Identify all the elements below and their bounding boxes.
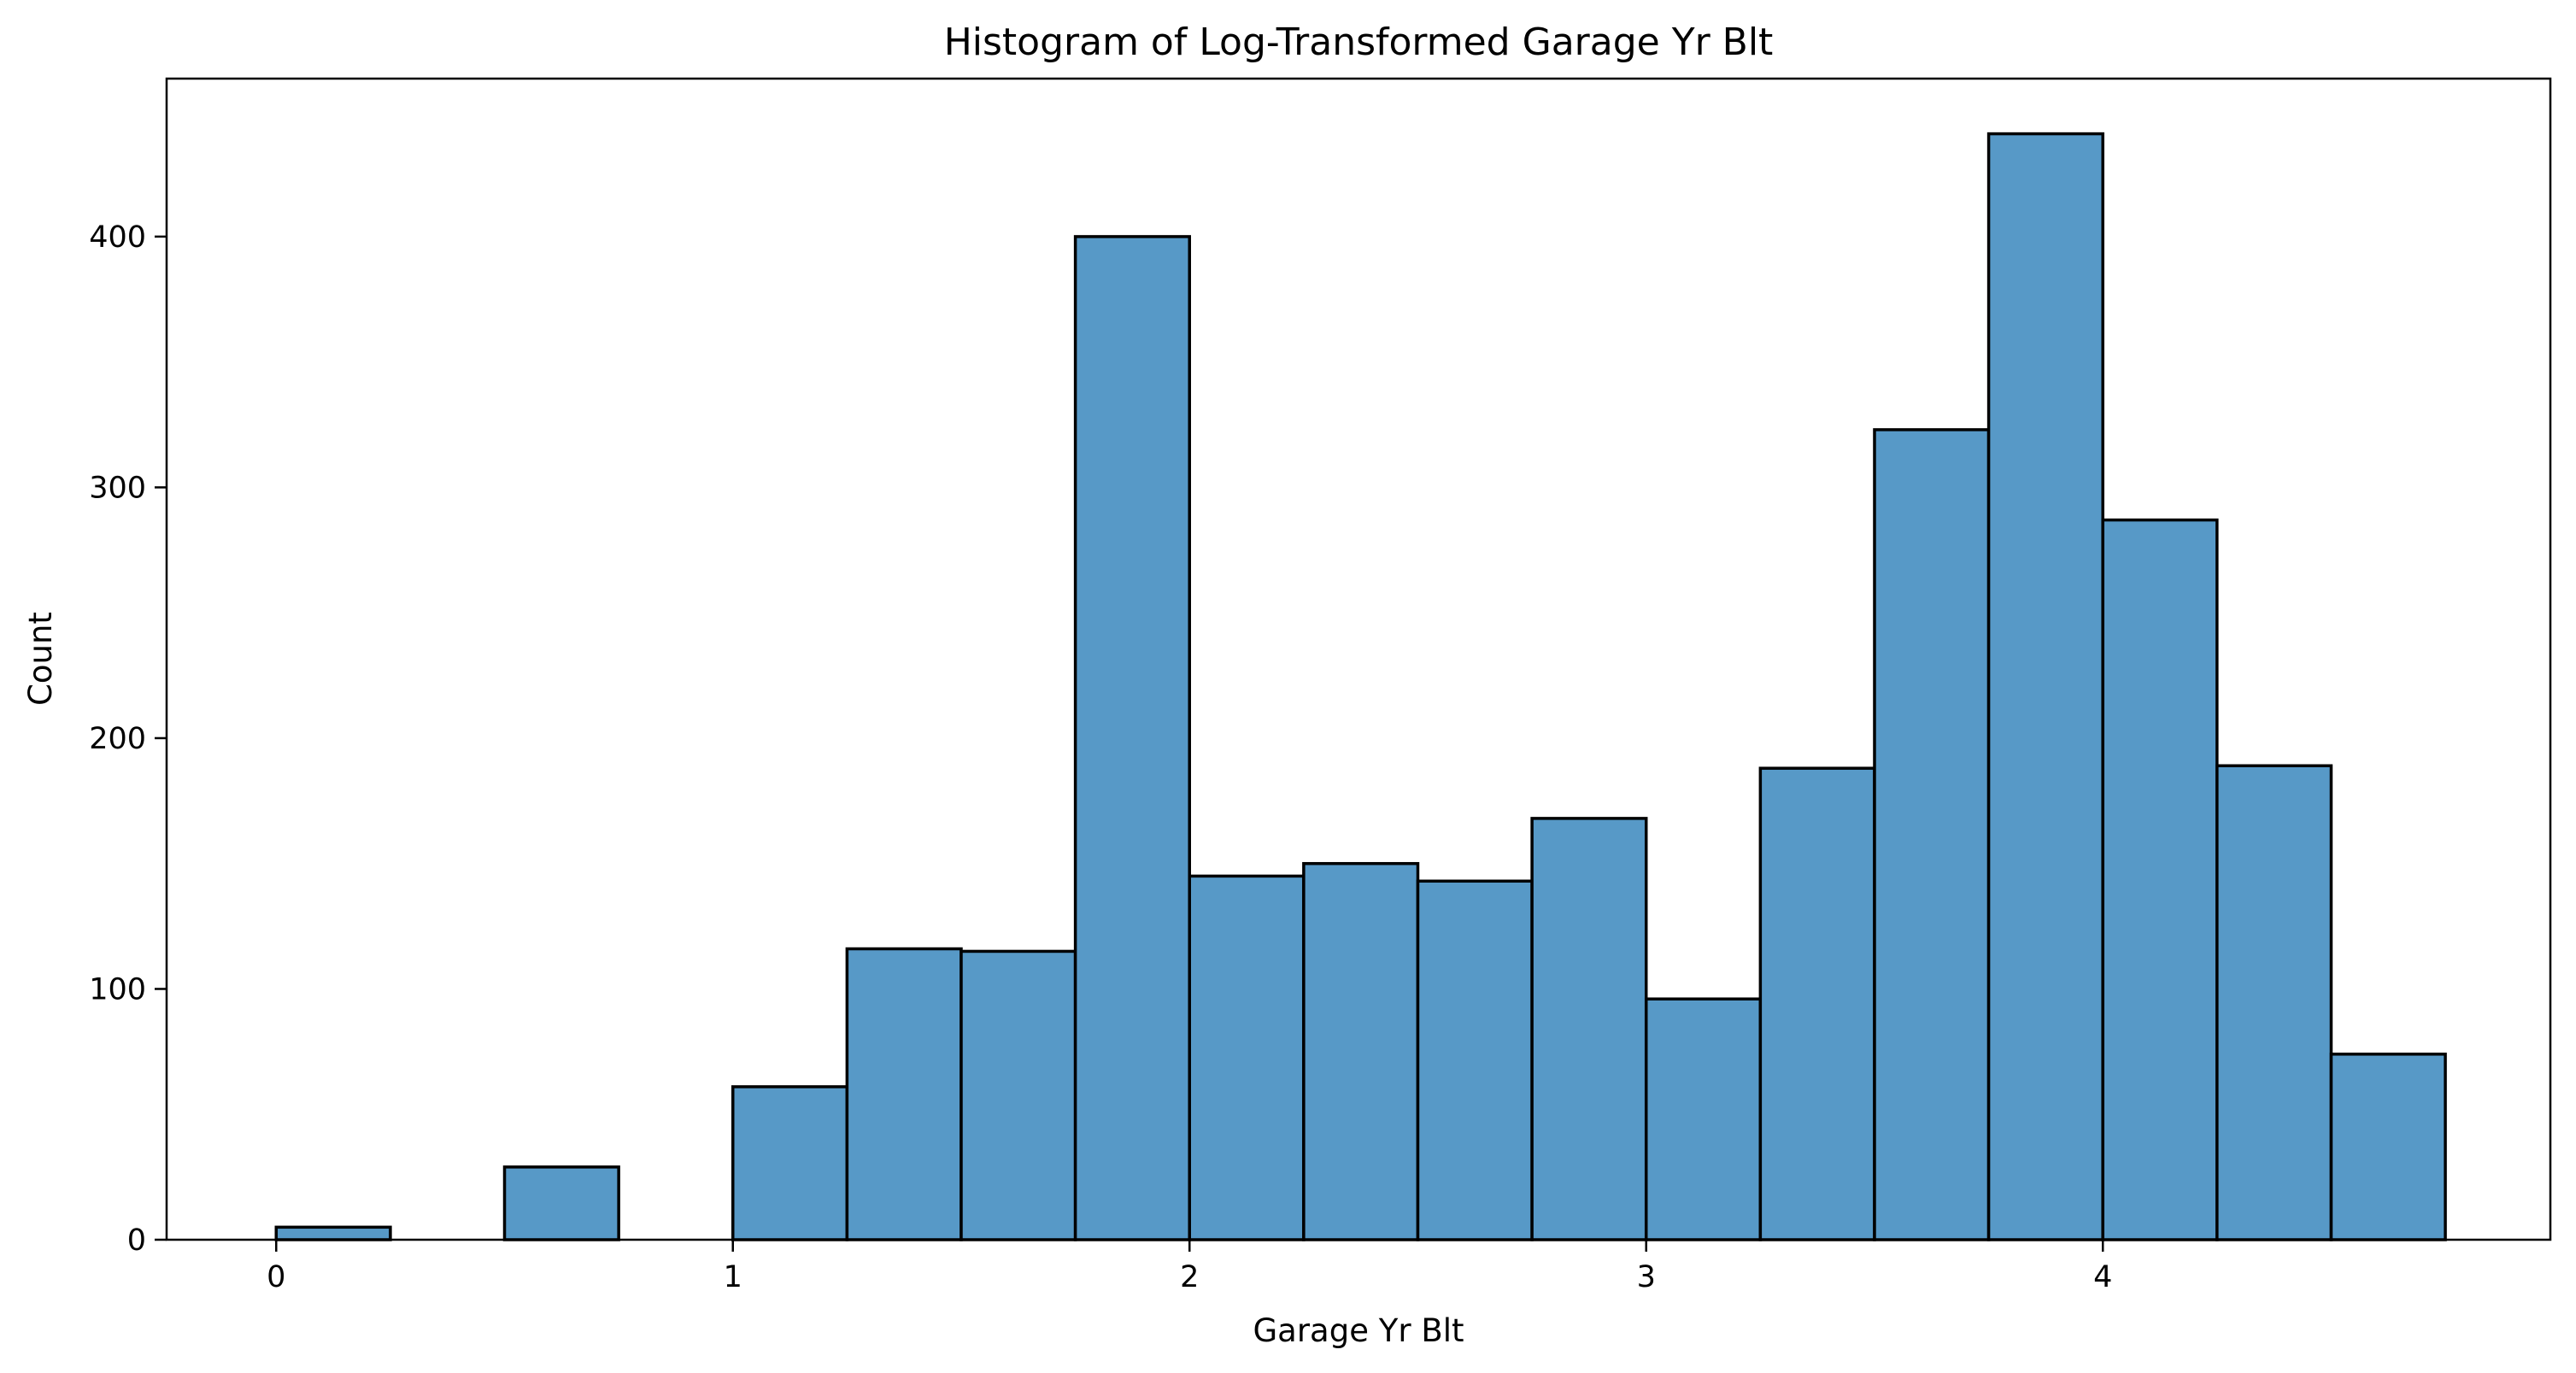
histogram-bar xyxy=(1073,235,1191,1241)
y-axis: 0 100 200 300 400 xyxy=(89,220,167,1258)
x-tick-label: 4 xyxy=(2093,1260,2112,1294)
histogram-bar xyxy=(1986,132,2104,1241)
y-tick-label: 400 xyxy=(89,220,146,255)
histogram-bar xyxy=(1758,766,1876,1241)
histogram-bar xyxy=(731,1085,849,1241)
x-tick-label: 0 xyxy=(267,1260,285,1294)
histogram-bar xyxy=(1188,874,1306,1241)
histogram-bar xyxy=(1416,879,1534,1241)
histogram-bar xyxy=(959,949,1077,1241)
y-tick-label: 0 xyxy=(127,1223,146,1258)
y-axis-label: Count xyxy=(22,612,59,706)
histogram-bar xyxy=(2101,518,2219,1241)
histogram-bar xyxy=(274,1225,392,1241)
histogram-bar xyxy=(1873,428,1991,1241)
plot-frame xyxy=(165,77,2552,1241)
x-tick-label: 3 xyxy=(1637,1260,1656,1294)
histogram-bar xyxy=(845,947,963,1241)
y-tick-label: 100 xyxy=(89,972,146,1006)
histogram-bar xyxy=(2215,764,2333,1241)
x-axis-label: Garage Yr Blt xyxy=(1253,1312,1464,1349)
chart-title: Histogram of Log-Transformed Garage Yr B… xyxy=(944,21,1774,64)
histogram-bar xyxy=(1530,817,1648,1241)
histogram-bar xyxy=(1644,997,1763,1241)
histogram-bars xyxy=(274,132,2447,1241)
histogram-bar xyxy=(2329,1053,2447,1241)
histogram-bar xyxy=(502,1165,620,1241)
y-tick-label: 300 xyxy=(89,471,146,505)
x-tick-label: 1 xyxy=(724,1260,742,1294)
x-axis: 0 1 2 3 4 xyxy=(267,1240,2112,1294)
y-tick-label: 200 xyxy=(89,722,146,756)
x-tick-label: 2 xyxy=(1180,1260,1199,1294)
histogram-bar xyxy=(1302,861,1420,1241)
